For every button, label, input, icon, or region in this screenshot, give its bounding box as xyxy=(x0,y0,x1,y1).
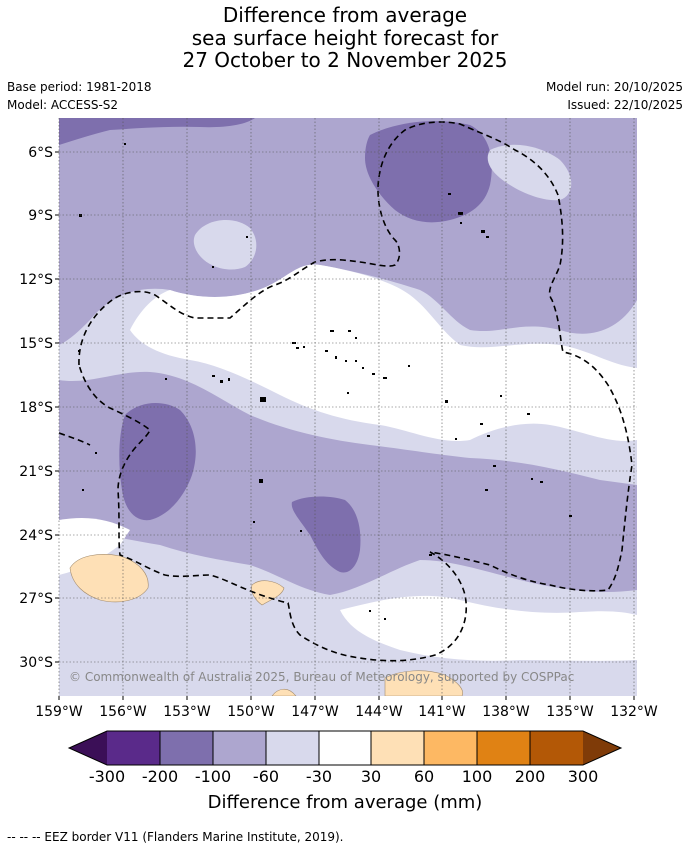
positive-patch-central xyxy=(251,580,285,606)
tick-marks xyxy=(55,151,635,700)
chart-title: Difference from average sea surface heig… xyxy=(0,4,690,72)
colorbar: -300 -200 -100 -60 -30 30 60 100 200 300 xyxy=(67,730,623,786)
anomaly-region-west-deep xyxy=(119,403,196,521)
lat-label-12S: 12°S xyxy=(19,272,53,288)
colorbar-segment-7 xyxy=(424,731,477,765)
colorbar-segment-4 xyxy=(266,731,319,765)
copyright-notice: © Commonwealth of Australia 2025, Bureau… xyxy=(69,670,574,684)
colorbar-label: Difference from average (mm) xyxy=(207,792,483,813)
anomaly-region-central-deep xyxy=(291,496,361,573)
colorbar-segment-9 xyxy=(530,731,583,765)
eez-footnote: -- -- -- EEZ border V11 (Flanders Marine… xyxy=(7,830,344,844)
lon-label-132W: 132°W xyxy=(610,704,658,720)
lat-label-15S: 15°S xyxy=(19,336,53,352)
colorbar-tick-30: 30 xyxy=(361,767,381,786)
lon-label-153W: 153°W xyxy=(163,704,211,720)
colorbar-tick-60: 60 xyxy=(414,767,434,786)
latitude-labels: 6°S 9°S 12°S 15°S 18°S 21°S 24°S 27°S 30… xyxy=(19,145,53,671)
lon-label-150W: 150°W xyxy=(227,704,275,720)
meta-left: Base period: 1981-2018 Model: ACCESS-S2 xyxy=(7,78,152,114)
colorbar-segment-3 xyxy=(213,731,266,765)
colorbar-segment-8 xyxy=(477,731,530,765)
lon-label-135W: 135°W xyxy=(546,704,594,720)
base-period: Base period: 1981-2018 xyxy=(7,80,152,94)
positive-patch-south xyxy=(384,670,463,696)
lat-label-6S: 6°S xyxy=(28,145,53,161)
map-figure: 6°S 9°S 12°S 15°S 18°S 21°S 24°S 27°S 30… xyxy=(19,118,658,786)
lat-label-9S: 9°S xyxy=(28,208,53,224)
colorbar-tick-300: 300 xyxy=(568,767,599,786)
colorbar-outline xyxy=(67,730,623,766)
neutral-patch-north xyxy=(193,219,257,270)
colorbar-extend-high xyxy=(583,731,621,765)
lon-label-141W: 141°W xyxy=(418,704,466,720)
anomaly-region-ne-deep xyxy=(365,121,492,223)
positive-patch-west xyxy=(69,554,149,603)
issued-date: Issued: 22/10/2025 xyxy=(567,98,683,112)
colorbar-tick-neg60: -60 xyxy=(253,767,279,786)
lat-label-27S: 27°S xyxy=(19,591,53,607)
neutral-region-central xyxy=(130,264,637,442)
anomaly-region-southern-band xyxy=(59,371,637,595)
title-line-1: Difference from average xyxy=(222,3,468,27)
lon-label-156W: 156°W xyxy=(99,704,147,720)
colorbar-tick-100: 100 xyxy=(462,767,493,786)
title-line-2: sea surface height forecast for xyxy=(191,25,499,50)
lat-label-18S: 18°S xyxy=(19,400,53,416)
lon-label-159W: 159°W xyxy=(35,704,83,720)
colorbar-segment-5 xyxy=(319,731,371,765)
title-line-3: 27 October to 2 November 2025 xyxy=(182,48,508,72)
anomaly-region-nw-deep xyxy=(59,118,255,145)
colorbar-tick-neg30: -30 xyxy=(306,767,332,786)
colorbar-tick-neg200: -200 xyxy=(142,767,178,786)
anomaly-region-northern-band xyxy=(59,118,637,345)
colorbar-tick-200: 200 xyxy=(515,767,546,786)
meta-right: Model run: 20/10/2025 Issued: 22/10/2025 xyxy=(546,78,683,114)
positive-patch-southwest xyxy=(271,688,297,696)
lat-label-21S: 21°S xyxy=(19,464,53,480)
model-name: Model: ACCESS-S2 xyxy=(7,98,119,112)
colorbar-segment-1 xyxy=(107,731,160,765)
model-run: Model run: 20/10/2025 xyxy=(545,80,683,94)
colorbar-tick-neg100: -100 xyxy=(195,767,231,786)
longitude-labels: 159°W 156°W 153°W 150°W 147°W 144°W 141°… xyxy=(35,704,658,720)
colorbar-extend-low xyxy=(69,731,107,765)
neutral-patch-northeast xyxy=(487,144,572,201)
eez-border-west xyxy=(78,121,633,662)
map-area xyxy=(59,118,637,696)
lat-label-24S: 24°S xyxy=(19,528,53,544)
lon-label-147W: 147°W xyxy=(291,704,339,720)
colorbar-segment-2 xyxy=(160,731,213,765)
colorbar-segment-6 xyxy=(371,731,424,765)
eez-border-southwest xyxy=(59,432,91,446)
colorbar-tick-neg300: -300 xyxy=(89,767,125,786)
lon-label-144W: 144°W xyxy=(355,704,403,720)
neutral-region-southeast xyxy=(340,595,637,661)
lon-label-138W: 138°W xyxy=(482,704,530,720)
lat-label-30S: 30°S xyxy=(19,655,53,671)
